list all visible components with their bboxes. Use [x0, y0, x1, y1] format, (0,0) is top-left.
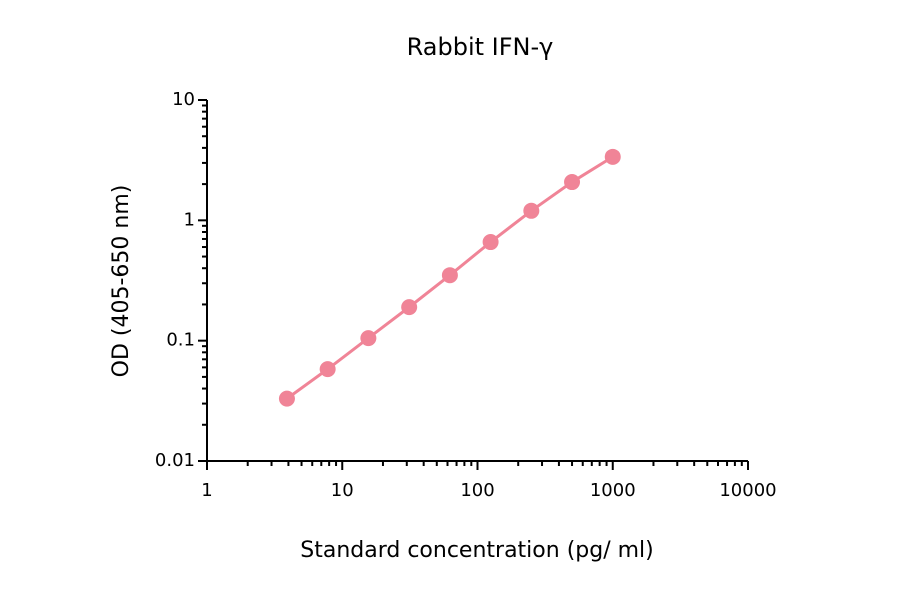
- data-point: [604, 148, 621, 165]
- data-point: [482, 234, 499, 251]
- data-point: [360, 330, 377, 347]
- x-tick-label: 100: [460, 480, 494, 501]
- y-tick-label: 10: [172, 89, 195, 110]
- y-tick-label: 1: [184, 209, 195, 230]
- chart-title: Rabbit IFN-γ: [407, 33, 554, 61]
- x-axis-label: Standard concentration (pg/ ml): [300, 538, 653, 563]
- data-point: [523, 202, 540, 219]
- x-tick-label: 1000: [590, 480, 636, 501]
- x-tick-label: 10000: [719, 480, 776, 501]
- y-tick-label: 0.01: [155, 450, 195, 471]
- data-point: [441, 267, 458, 284]
- data-point: [564, 174, 581, 191]
- y-tick-label: 0.1: [166, 330, 195, 351]
- data-point: [319, 361, 336, 378]
- y-axis-label: OD (405-650 nm): [109, 185, 134, 378]
- data-point: [401, 299, 418, 316]
- x-tick-label: 1: [201, 480, 212, 501]
- data-point: [278, 390, 295, 407]
- x-tick-label: 10: [331, 480, 354, 501]
